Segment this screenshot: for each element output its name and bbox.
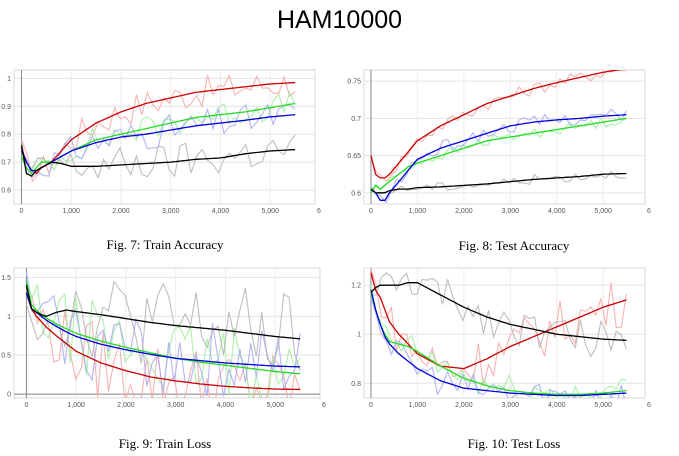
series-raw-line [25, 273, 301, 398]
series-line [20, 114, 296, 172]
y-tick-label: 1 [7, 314, 11, 321]
y-tick-label: 0.8 [351, 381, 361, 388]
series-raw-line [20, 134, 296, 180]
y-tick-label: 0.75 [347, 79, 361, 86]
series-group [370, 70, 627, 204]
series-raw-line [370, 269, 627, 386]
series-line [25, 292, 301, 368]
x-tick-label: 6 [647, 208, 651, 215]
plot-area [13, 69, 316, 205]
x-tick-label: 3,000 [162, 208, 180, 215]
series-line [370, 289, 627, 397]
series-group [25, 270, 301, 398]
x-tick-label: 2,000 [117, 402, 135, 409]
y-tick-label: 0.7 [351, 116, 361, 123]
x-tick-label: 1,000 [62, 208, 80, 215]
series-line [25, 292, 301, 391]
x-tick-label: 3,000 [167, 402, 185, 409]
series-raw-line [25, 280, 301, 371]
series-raw-line [370, 272, 627, 358]
chart-0-svg: 0.6 0.7 0.8 0.9 1 0 1,000 2,000 3,000 4,000 5,000 6 [1, 69, 321, 215]
x-tick-label: 5,000 [261, 208, 279, 215]
x-tick-label: 0 [24, 402, 28, 409]
x-tick-label: 0 [369, 402, 373, 409]
series-line [370, 292, 627, 395]
x-tick-label: 5,000 [266, 402, 284, 409]
x-tick-label: 1,000 [67, 402, 85, 409]
chart-test-loss: 0.8 1 1.2 0 1,000 2,000 3,000 4,000 5,000 6 [340, 262, 679, 420]
x-tick-label: 0 [20, 208, 24, 215]
series-line [25, 281, 301, 375]
series-line [370, 114, 627, 201]
caption-test-accuracy: Fig. 8: Test Accuracy [458, 238, 570, 253]
y-tick-label: 1.5 [1, 275, 11, 282]
y-tick-label: 0.9 [1, 104, 11, 111]
y-tick-label: 0.5 [1, 353, 11, 360]
x-tick-label: 5,000 [594, 402, 612, 409]
y-tick-label: 1 [357, 332, 361, 339]
x-tick-label: 2,000 [455, 402, 473, 409]
x-tick-label: 3,000 [502, 402, 520, 409]
x-tick-label: 2,000 [455, 208, 473, 215]
x-tick-label: 3,000 [502, 208, 520, 215]
chart-train-accuracy: 0.6 0.7 0.8 0.9 1 0 1,000 2,000 3,000 4,000 5,000 6 [0, 66, 340, 216]
chart-1-svg: 0.6 0.65 0.7 0.75 0 1,000 2,000 3,000 4,000 5,000… [347, 69, 651, 215]
plot-area [13, 267, 321, 399]
y-tick-label: 0.65 [347, 153, 361, 160]
y-tick-label: 0.7 [1, 160, 11, 167]
y-tick-label: 0.6 [351, 190, 361, 197]
x-tick-label: 6 [322, 402, 326, 409]
series-line [20, 145, 296, 177]
x-tick-label: 5,000 [594, 208, 612, 215]
caption-test-loss: Fig. 10: Test Loss [467, 436, 561, 451]
caption-train-loss: Fig. 9: Train Loss [118, 436, 212, 451]
chart-3-svg: 0.8 1 1.2 0 1,000 2,000 3,000 4,000 5,000 6 [351, 267, 651, 409]
series-group [20, 74, 296, 183]
x-tick-label: 4,000 [548, 208, 566, 215]
y-tick-label: 1.2 [351, 283, 361, 290]
x-tick-label: 2,000 [112, 208, 130, 215]
series-line [370, 282, 627, 342]
series-group [370, 269, 627, 398]
x-tick-label: 6 [647, 402, 651, 409]
series-line [370, 172, 627, 194]
chart-test-accuracy: 0.6 0.65 0.7 0.75 0 1,000 2,000 3,000 4,000 5,000… [340, 66, 679, 216]
x-tick-label: 1,000 [409, 402, 427, 409]
series-line [20, 81, 296, 175]
series-raw-line [26, 294, 301, 398]
x-tick-label: 1,000 [409, 208, 427, 215]
y-tick-label: 0 [7, 392, 11, 399]
x-tick-label: 6 [317, 208, 321, 215]
chart-train-loss: 0 0.5 1 1.5 0 1,000 2,000 3,000 4,000 5,000 6 [0, 262, 340, 420]
x-tick-label: 4,000 [217, 402, 235, 409]
y-tick-label: 1 [7, 76, 11, 83]
caption-train-accuracy: Fig. 7: Train Accuracy [106, 237, 224, 252]
y-tick-label: 0.8 [1, 132, 11, 139]
x-tick-label: 4,000 [548, 402, 566, 409]
y-tick-label: 0.6 [1, 188, 11, 195]
page-title: HAM10000 [276, 6, 403, 34]
series-line [370, 70, 622, 179]
x-tick-label: 0 [369, 208, 373, 215]
series-line [25, 284, 301, 340]
x-tick-label: 4,000 [212, 208, 230, 215]
chart-2-svg: 0 0.5 1 1.5 0 1,000 2,000 3,000 4,000 5,000 6 [1, 267, 326, 409]
